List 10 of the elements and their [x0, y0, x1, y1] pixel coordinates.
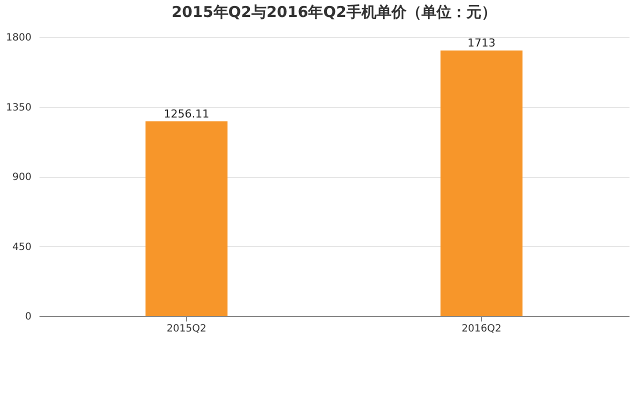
y-tick-label: 1800: [6, 32, 32, 44]
y-tick-label: 450: [12, 242, 32, 253]
y-tick-label: 0: [25, 312, 32, 322]
data-label: 1256.11: [164, 107, 210, 120]
x-tick-label: 2015Q2: [166, 324, 206, 334]
y-tick-label: 900: [12, 172, 32, 183]
chart-title: 2015年Q2与2016年Q2手机单价（单位：元）: [172, 3, 496, 21]
data-label: 1713: [468, 36, 496, 50]
y-tick-label: 1350: [6, 102, 32, 114]
x-tick-label: 2016Q2: [462, 324, 502, 334]
